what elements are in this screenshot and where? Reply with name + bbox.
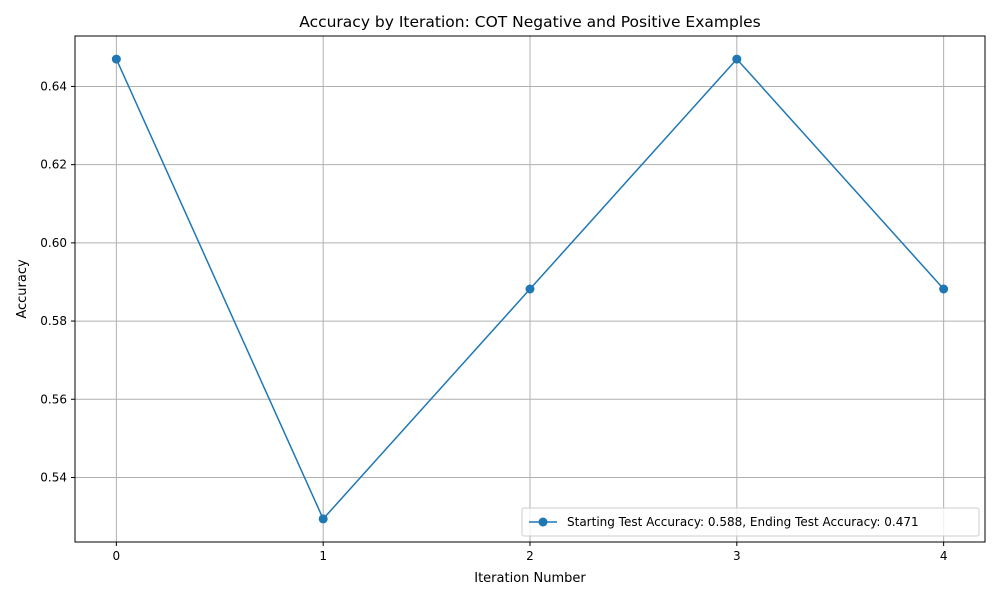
- data-point: [318, 514, 328, 524]
- x-tick-label: 0: [113, 549, 121, 563]
- y-tick-label: 0.62: [40, 158, 67, 172]
- x-tick-label: 4: [940, 549, 948, 563]
- x-axis-label: Iteration Number: [474, 571, 586, 586]
- x-tick-label: 1: [319, 549, 327, 563]
- y-tick-label: 0.54: [40, 470, 67, 484]
- data-point: [939, 284, 949, 294]
- data-point: [525, 284, 535, 294]
- axis-ticks: 0 1 2 3 4 0.54 0.56 0.58 0.60 0.62 0.64: [40, 79, 947, 563]
- legend-marker-swatch: [538, 517, 548, 527]
- y-axis-label: Accuracy: [15, 259, 30, 319]
- series-plot: [111, 54, 949, 524]
- chart-title: Accuracy by Iteration: COT Negative and …: [299, 13, 761, 31]
- y-tick-label: 0.56: [40, 392, 67, 406]
- y-tick-label: 0.58: [40, 314, 67, 328]
- data-point: [111, 54, 121, 64]
- data-point: [732, 54, 742, 64]
- legend-box: [521, 507, 980, 537]
- plot-frame: [74, 35, 986, 543]
- y-tick-label: 0.64: [40, 79, 67, 93]
- x-tick-label: 3: [733, 549, 741, 563]
- legend-entry-label: Starting Test Accuracy: 0.588, Ending Te…: [567, 515, 919, 529]
- x-tick-label: 2: [526, 549, 534, 563]
- legend: Starting Test Accuracy: 0.588, Ending Te…: [521, 507, 980, 537]
- y-tick-label: 0.60: [40, 236, 67, 250]
